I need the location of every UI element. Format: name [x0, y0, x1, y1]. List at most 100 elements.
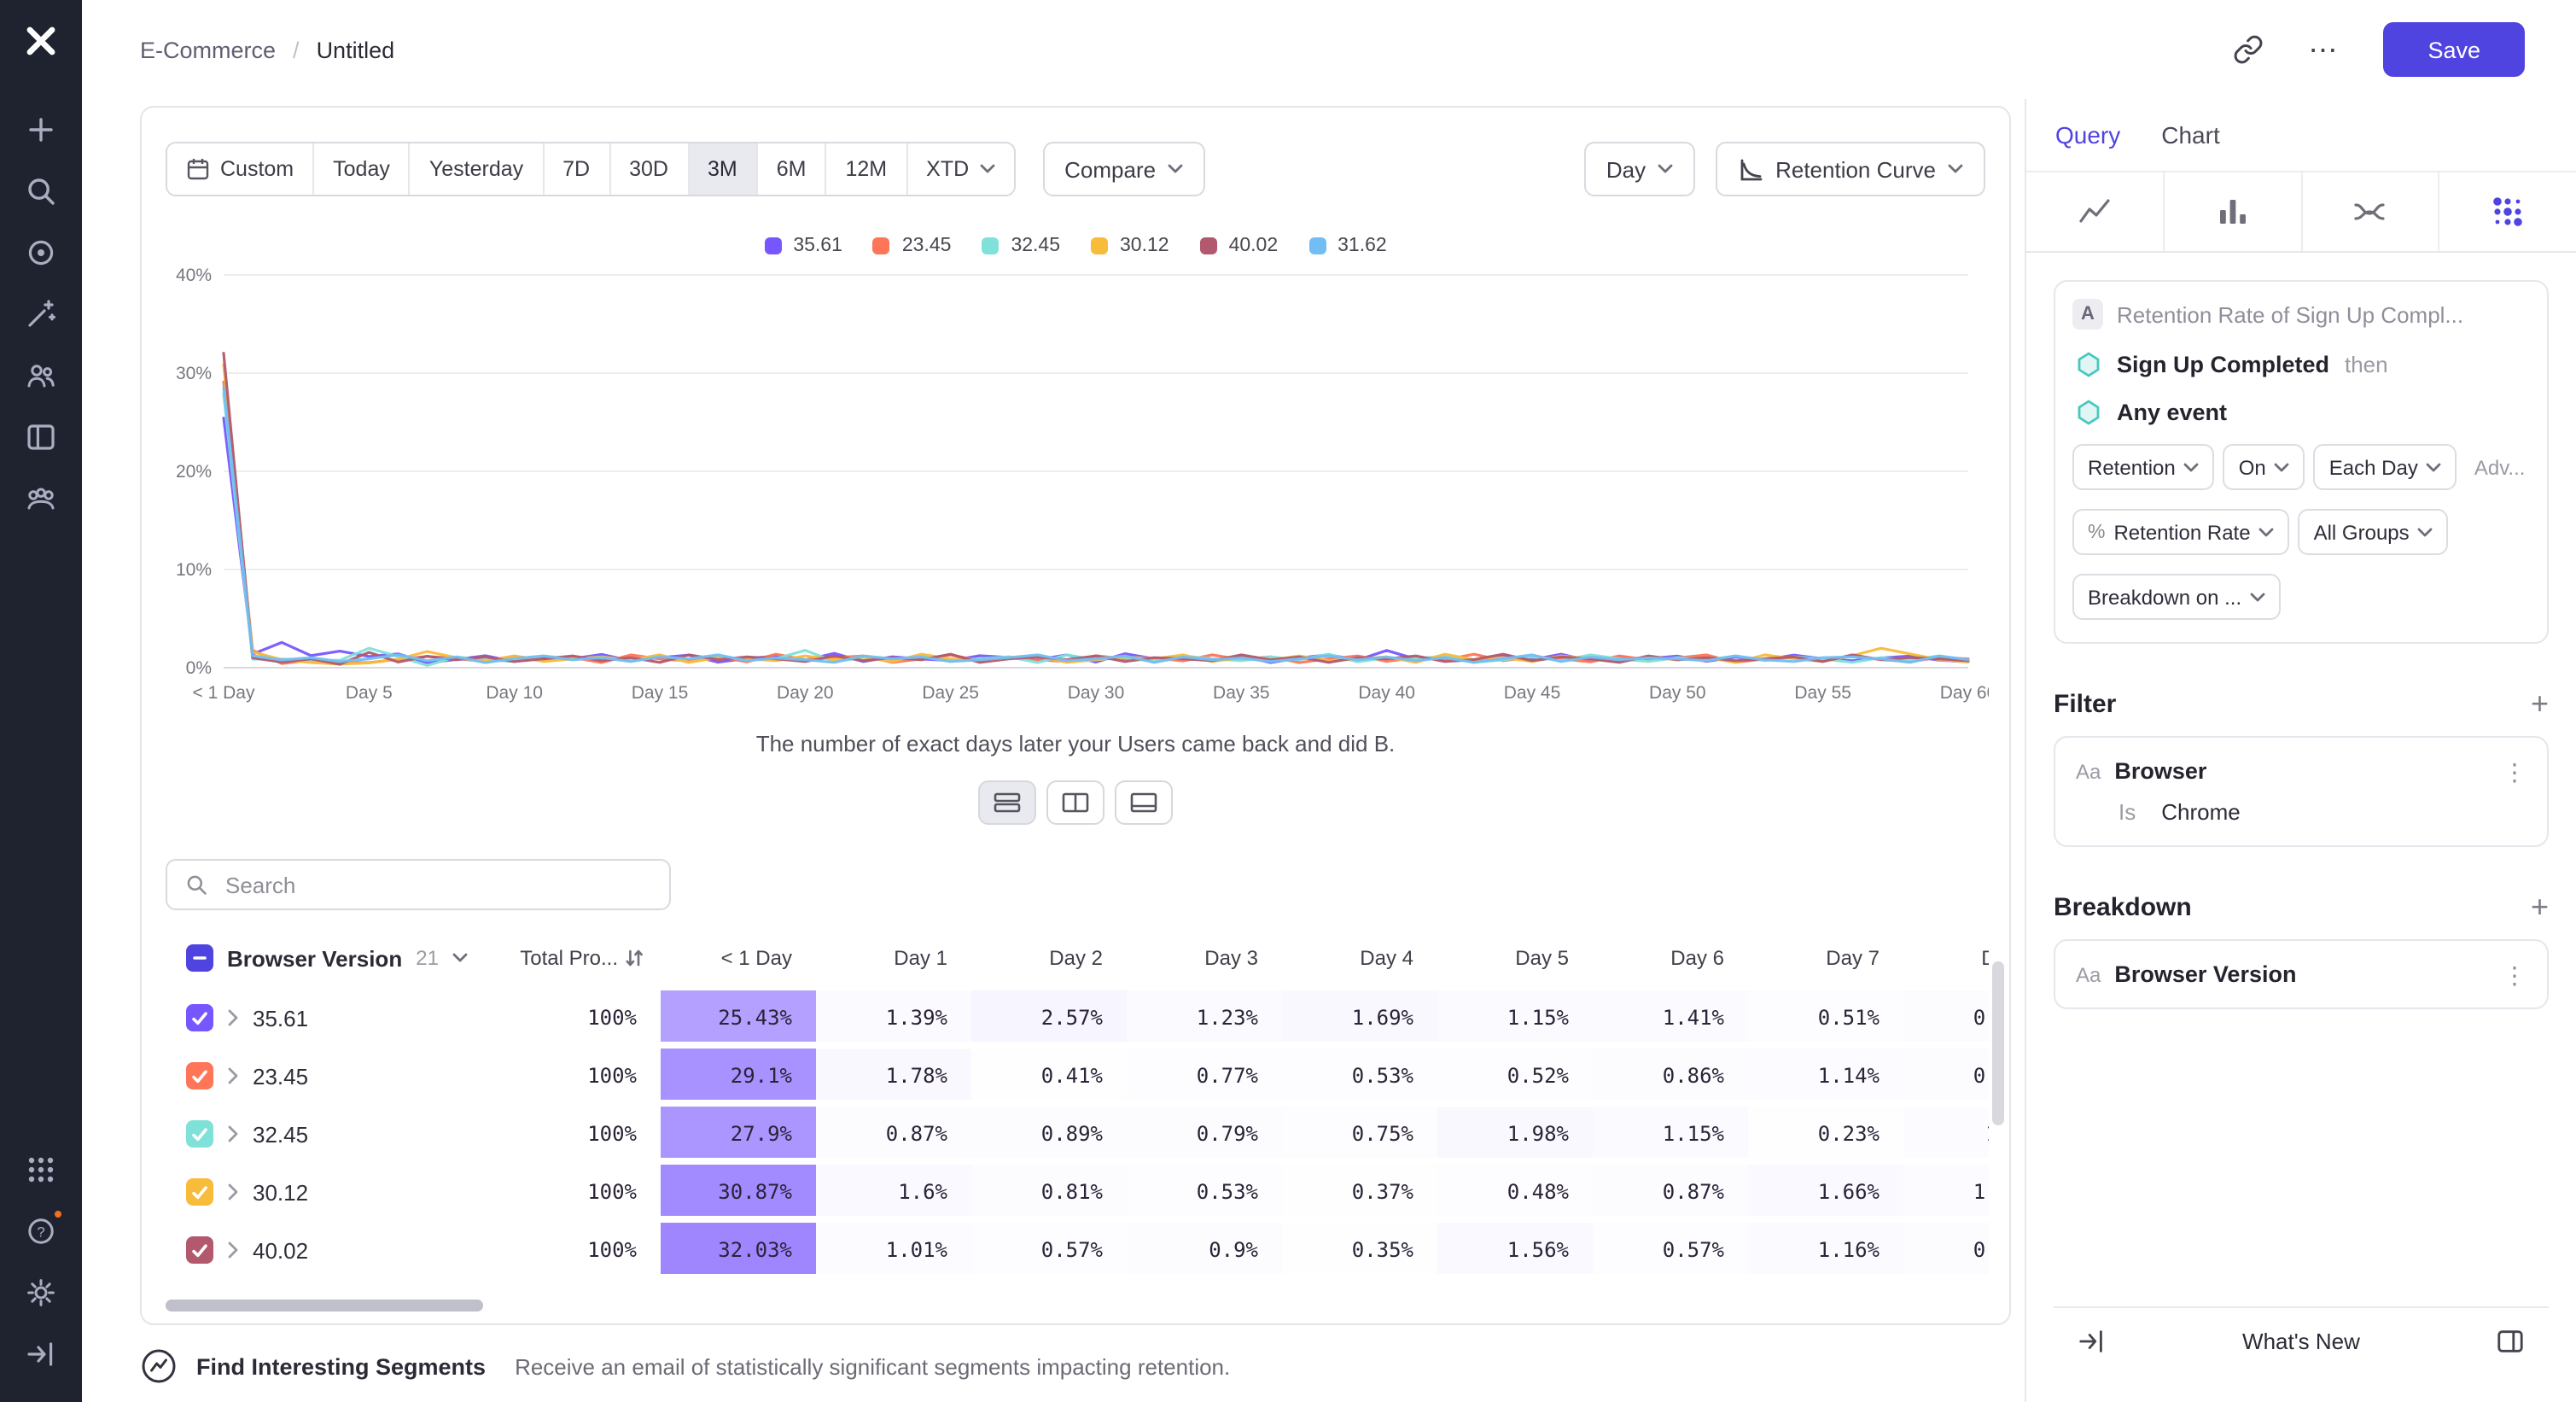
panel-layout-icon[interactable] — [2496, 1327, 2525, 1356]
group-header-title[interactable]: Browser Version — [227, 945, 403, 971]
select-all-checkbox[interactable] — [186, 944, 213, 972]
query-title[interactable]: Retention Rate of Sign Up Compl... — [2117, 301, 2464, 327]
legend-item-23-45[interactable]: 23.45 — [872, 236, 951, 256]
row-label-cell[interactable]: 30.12 — [166, 1178, 490, 1206]
column-header-1-day[interactable]: < 1 Day — [720, 946, 792, 970]
legend-item-31-62[interactable]: 31.62 — [1308, 236, 1387, 256]
range-7d-button[interactable]: 7D — [542, 143, 609, 195]
range-custom-button[interactable]: Custom — [167, 143, 313, 195]
column-header-day-4[interactable]: Day 4 — [1360, 946, 1413, 970]
chart-type-dropdown[interactable]: Retention Curve — [1716, 142, 1985, 196]
collapse-panel-icon[interactable] — [2078, 1327, 2107, 1356]
range-xtd-button[interactable]: XTD — [906, 143, 1014, 195]
tab-chart[interactable]: Chart — [2161, 121, 2220, 149]
filter-value[interactable]: Chrome — [2161, 799, 2241, 825]
more-options-icon[interactable]: ⋯ — [2308, 33, 2340, 66]
insights-chart-icon[interactable] — [2026, 172, 2165, 251]
row-label-cell[interactable]: 32.45 — [166, 1120, 490, 1148]
search-input[interactable] — [222, 870, 652, 899]
add-breakdown-button[interactable]: + — [2530, 890, 2549, 924]
control-all-groups-dropdown[interactable]: All Groups — [2298, 509, 2449, 555]
granularity-dropdown[interactable]: Day — [1583, 142, 1696, 196]
control-retention-dropdown[interactable]: Retention — [2072, 444, 2215, 490]
search-icon[interactable] — [12, 162, 70, 220]
help-icon[interactable]: ? — [12, 1202, 70, 1260]
save-button[interactable]: Save — [2383, 22, 2525, 77]
layout-bottom-panel-button[interactable] — [1115, 780, 1173, 825]
breakdown-property-name[interactable]: Browser Version — [2114, 961, 2297, 987]
filter-operator[interactable]: Is — [2118, 799, 2136, 825]
compare-button[interactable]: Compare — [1042, 142, 1206, 196]
users-icon[interactable] — [12, 347, 70, 405]
range-6m-button[interactable]: 6M — [755, 143, 825, 195]
event-a-name[interactable]: Sign Up Completed — [2117, 352, 2329, 377]
row-checkbox[interactable] — [186, 1178, 213, 1206]
collapse-nav-icon[interactable] — [12, 1325, 70, 1383]
row-checkbox[interactable] — [186, 1004, 213, 1031]
apps-grid-icon[interactable] — [12, 1141, 70, 1199]
retention-chart-icon[interactable] — [2440, 172, 2576, 251]
column-header-total[interactable]: Total Pro... — [490, 946, 661, 970]
breadcrumb-project[interactable]: E-Commerce — [140, 37, 277, 62]
column-header-day-8[interactable]: Day 8 — [1903, 946, 1989, 970]
range-3m-button[interactable]: 3M — [687, 143, 756, 195]
column-header-day-7[interactable]: Day 7 — [1826, 946, 1880, 970]
row-checkbox[interactable] — [186, 1236, 213, 1264]
interesting-segments-link[interactable]: Find Interesting Segments — [196, 1353, 487, 1379]
breakdown-kebab-icon[interactable]: ⋮ — [2503, 961, 2526, 988]
row-checkbox[interactable] — [186, 1120, 213, 1148]
boards-icon[interactable] — [12, 408, 70, 466]
filter-condition-row: Is Chrome — [2076, 799, 2526, 825]
breakdown-property-row[interactable]: Aa Browser Version ⋮ — [2076, 961, 2526, 987]
cohorts-icon[interactable] — [12, 470, 70, 528]
range-30d-button[interactable]: 30D — [609, 143, 687, 195]
create-new-icon[interactable] — [12, 101, 70, 159]
filter-property-row[interactable]: Aa Browser ⋮ — [2076, 758, 2526, 784]
row-label-cell[interactable]: 35.61 — [166, 1004, 490, 1031]
table-row-35-61: 35.61 100% 25.43% 1.39% 2.57% 1.23% 1.69% 1.15%… — [166, 989, 1989, 1047]
filter-property-name[interactable]: Browser — [2114, 758, 2207, 784]
legend-item-40-02[interactable]: 40.02 — [1199, 236, 1278, 256]
column-header-day-2[interactable]: Day 2 — [1049, 946, 1103, 970]
explore-target-icon[interactable] — [12, 224, 70, 282]
column-header-day-1[interactable]: Day 1 — [894, 946, 947, 970]
chevron-down-icon[interactable] — [452, 953, 468, 963]
layout-split-vertical-button[interactable] — [1046, 780, 1104, 825]
breadcrumb-report-name[interactable]: Untitled — [316, 37, 395, 62]
legend-item-35-61[interactable]: 35.61 — [764, 236, 842, 256]
funnels-chart-icon[interactable] — [2165, 172, 2302, 251]
mixpanel-logo[interactable] — [20, 20, 61, 61]
legend-item-30-12[interactable]: 30.12 — [1091, 236, 1169, 256]
legend-item-32-45[interactable]: 32.45 — [982, 236, 1060, 256]
range-12m-button[interactable]: 12M — [825, 143, 906, 195]
row-label-cell[interactable]: 40.02 — [166, 1236, 490, 1264]
layout-split-horizontal-button[interactable] — [978, 780, 1036, 825]
vertical-scrollbar[interactable] — [1992, 961, 2004, 1125]
cell-day-6: 1.41% — [1593, 990, 1748, 1045]
row-checkbox[interactable] — [186, 1062, 213, 1089]
column-header-day-5[interactable]: Day 5 — [1515, 946, 1569, 970]
control-retention-rate-dropdown[interactable]: % Retention Rate — [2072, 509, 2290, 555]
flows-chart-icon[interactable] — [2302, 172, 2440, 251]
tab-query[interactable]: Query — [2055, 121, 2121, 149]
control-on-dropdown[interactable]: On — [2223, 444, 2305, 490]
control-each-day-dropdown[interactable]: Each Day — [2313, 444, 2457, 490]
event-row-a[interactable]: Sign Up Completed then — [2072, 352, 2530, 377]
control-breakdown-on-dropdown[interactable]: Breakdown on ... — [2072, 574, 2282, 620]
settings-gear-icon[interactable] — [12, 1264, 70, 1322]
column-header-day-3[interactable]: Day 3 — [1204, 946, 1258, 970]
control-adv-dropdown[interactable]: Adv... — [2465, 444, 2530, 490]
horizontal-scrollbar[interactable] — [166, 1300, 483, 1311]
chart-area[interactable]: 0% 10% 20% 30% 40% < 1 Day Day 5 Day 10 Day 15 Da… — [166, 265, 1996, 727]
copy-link-icon[interactable] — [2233, 34, 2264, 65]
whats-new-link[interactable]: What's New — [2242, 1329, 2360, 1354]
add-filter-button[interactable]: + — [2530, 686, 2549, 721]
event-row-b[interactable]: Any event — [2072, 400, 2530, 425]
row-label-cell[interactable]: 23.45 — [166, 1062, 490, 1089]
filter-kebab-icon[interactable]: ⋮ — [2503, 757, 2526, 785]
range-today-button[interactable]: Today — [312, 143, 409, 195]
range-yesterday-button[interactable]: Yesterday — [408, 143, 543, 195]
column-header-day-6[interactable]: Day 6 — [1670, 946, 1724, 970]
magic-wand-icon[interactable] — [12, 285, 70, 343]
event-b-name[interactable]: Any event — [2117, 400, 2228, 425]
